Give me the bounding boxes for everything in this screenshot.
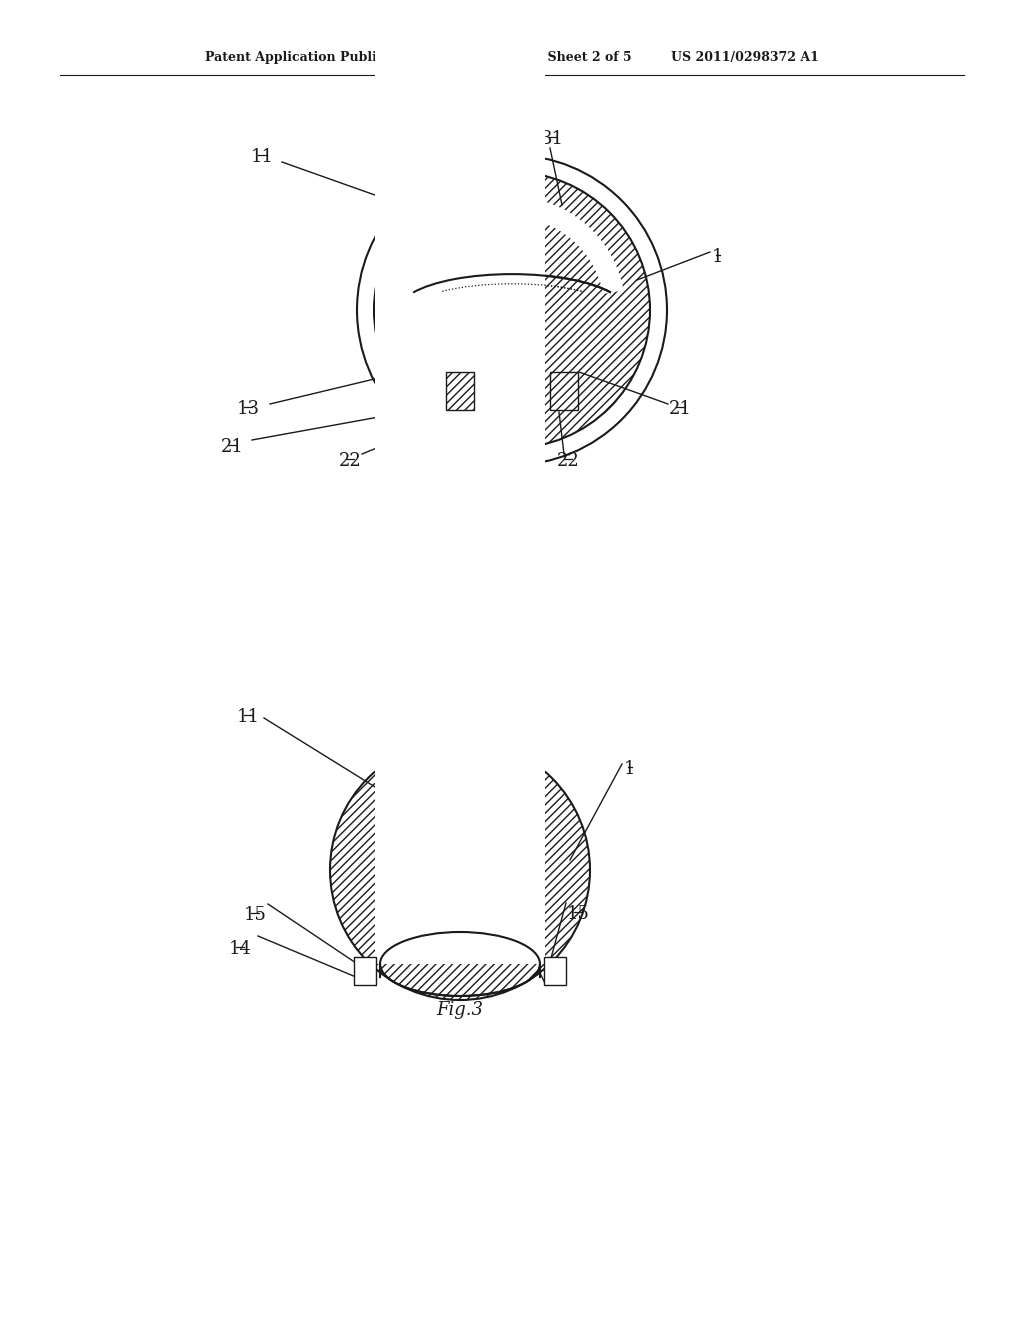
Text: 21: 21 [669, 400, 691, 418]
Ellipse shape [380, 932, 540, 997]
Text: 12: 12 [459, 453, 481, 471]
FancyBboxPatch shape [446, 372, 474, 411]
Bar [375, 0, 545, 964]
Circle shape [374, 172, 650, 447]
Circle shape [330, 741, 590, 1001]
Text: 14: 14 [228, 940, 252, 958]
Text: 1: 1 [713, 248, 724, 267]
FancyBboxPatch shape [354, 957, 376, 986]
Text: 31: 31 [541, 129, 563, 148]
Text: Patent Application Publication     Dec. 8, 2011    Sheet 2 of 5         US 2011/: Patent Application Publication Dec. 8, 2… [205, 51, 819, 65]
Wedge shape [400, 197, 624, 294]
Text: 15: 15 [244, 906, 266, 924]
Polygon shape [380, 932, 540, 964]
Text: 11: 11 [237, 708, 259, 726]
Text: Fig.3: Fig.3 [436, 1001, 483, 1019]
Text: 13: 13 [237, 400, 259, 418]
Text: 22: 22 [557, 451, 580, 470]
Text: 15: 15 [566, 906, 590, 923]
Text: 1: 1 [625, 760, 636, 777]
Text: 22: 22 [339, 451, 361, 470]
Text: 11: 11 [251, 148, 273, 166]
FancyBboxPatch shape [550, 372, 578, 411]
Text: Fig.2: Fig.2 [488, 496, 536, 513]
Text: 12: 12 [438, 954, 462, 973]
Text: 14: 14 [518, 940, 542, 958]
Text: 21: 21 [220, 438, 244, 455]
FancyBboxPatch shape [544, 957, 566, 986]
